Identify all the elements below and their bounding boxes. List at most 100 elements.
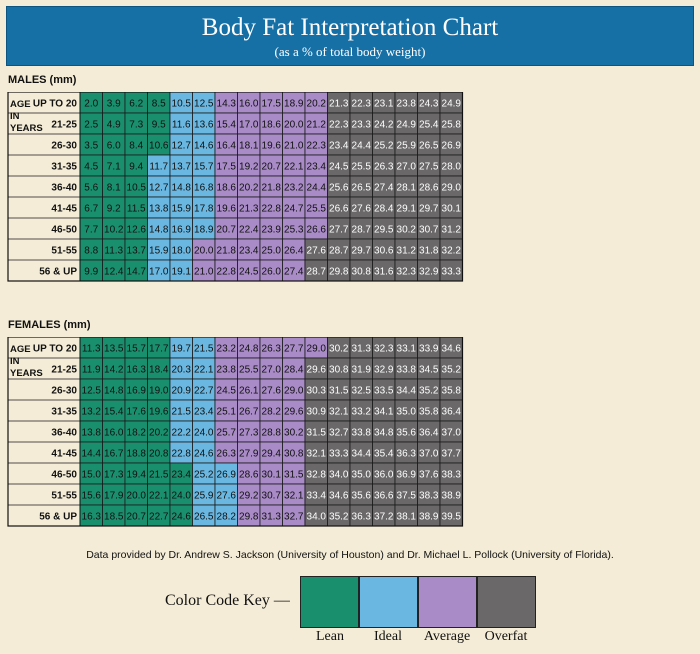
females-cell-value: 16.7: [104, 449, 124, 460]
males-border: [7, 92, 464, 282]
females-cell-value: 26.5: [194, 512, 214, 523]
females-border: [7, 337, 464, 527]
females-cell-value: 30.3: [307, 386, 327, 397]
males-cell-value: 19.2: [239, 162, 259, 173]
key-label-ideal: Ideal: [374, 629, 402, 644]
females-cell-value: 34.0: [307, 512, 327, 523]
females-cell-value: 27.6: [217, 491, 237, 502]
males-cell-value: 19.6: [217, 204, 237, 215]
females-cell-value: 38.9: [419, 512, 439, 523]
males-cell-value: 22.8: [262, 204, 282, 215]
females-age-header: YEARS: [10, 368, 43, 379]
females-cell-value: 29.8: [239, 512, 259, 523]
males-cell-value: 28.1: [397, 183, 417, 194]
females-row-label: 26-30: [51, 386, 77, 397]
females-cell-value: 36.3: [352, 512, 372, 523]
females-cell-value: 19.0: [149, 386, 169, 397]
males-cell-value: 16.8: [194, 183, 214, 194]
females-cell-value: 31.3: [262, 512, 282, 523]
males-cell-value: 22.8: [217, 267, 237, 278]
females-cell-value: 30.8: [284, 449, 304, 460]
females-cell-value: 31.5: [329, 386, 349, 397]
females-cell-value: 11.9: [82, 365, 101, 376]
males-cell-value: 28.7: [307, 267, 327, 278]
males-cell-value: 12.6: [127, 225, 147, 236]
females-cell-value: 21.5: [172, 407, 192, 418]
males-cell-value: 12.7: [149, 183, 169, 194]
males-cell-value: 30.6: [374, 246, 394, 257]
males-cell-value: 29.7: [352, 246, 372, 257]
males-cell-value: 23.4: [239, 246, 259, 257]
males-cell-value: 22.1: [284, 162, 304, 173]
females-cell-value: 24.6: [172, 512, 192, 523]
females-cell-value: 35.0: [352, 470, 372, 481]
females-cell-value: 36.4: [419, 428, 439, 439]
males-cell-value: 26.9: [442, 141, 462, 152]
males-cell-value: 22.3: [352, 99, 372, 110]
males-cell-value: 21.8: [217, 246, 237, 257]
males-cell-value: 17.5: [217, 162, 237, 173]
females-cell-value: 22.7: [149, 512, 169, 523]
males-cell-value: 24.4: [307, 183, 327, 194]
females-cell-value: 29.0: [284, 386, 304, 397]
females-cell-value: 17.6: [127, 407, 147, 418]
males-cell-value: 10.2: [104, 225, 124, 236]
color-key-title: Color Code Key —: [165, 592, 290, 609]
males-cell-value: 2.5: [84, 120, 98, 131]
females-cell-value: 35.8: [419, 407, 439, 418]
chart-subtitle: (as a % of total body weight): [274, 44, 426, 59]
males-cell-value: 23.9: [262, 225, 282, 236]
males-cell-value: 18.9: [284, 99, 304, 110]
key-label-average: Average: [423, 629, 471, 644]
males-cell-value: 14.8: [172, 183, 192, 194]
females-cell-value: 18.5: [104, 512, 124, 523]
females-cell-value: 37.6: [419, 470, 439, 481]
females-cell-value: 38.3: [442, 470, 462, 481]
males-cell-value: 4.9: [107, 120, 121, 131]
males-cell-value: 11.3: [104, 246, 123, 257]
males-cell-value: 7.7: [84, 225, 98, 236]
males-cell-value: 10.5: [127, 183, 147, 194]
males-cell-value: 27.4: [284, 267, 304, 278]
females-cell-value: 26.9: [217, 470, 237, 481]
males-cell-value: 22.4: [239, 225, 259, 236]
males-cell-value: 12.7: [172, 141, 192, 152]
females-cell-value: 24.0: [172, 491, 192, 502]
females-row-label: UP TO 20: [33, 344, 78, 355]
males-cell-value: 18.6: [217, 183, 237, 194]
females-cell-value: 29.2: [239, 491, 259, 502]
females-cell-value: 28.2: [217, 512, 237, 523]
males-cell-value: 29.7: [419, 204, 439, 215]
males-cell-value: 22.3: [329, 120, 349, 131]
females-cell-value: 36.3: [397, 449, 417, 460]
males-cell-value: 17.0: [149, 267, 169, 278]
males-cell-value: 23.3: [352, 120, 372, 131]
females-cell-value: 34.1: [374, 407, 394, 418]
key-label-lean: Lean: [316, 629, 344, 644]
males-cell-value: 19.6: [262, 141, 282, 152]
males-cell-value: 23.4: [329, 141, 349, 152]
males-cell-value: 23.1: [374, 99, 394, 110]
females-cell-value: 32.3: [374, 344, 394, 355]
males-cell-value: 26.4: [284, 246, 304, 257]
females-cell-value: 20.3: [172, 365, 192, 376]
males-cell-value: 16.9: [172, 225, 192, 236]
females-cell-value: 32.8: [307, 470, 327, 481]
males-row-label: 36-40: [51, 183, 77, 194]
males-cell-value: 9.9: [84, 267, 98, 278]
females-cell-value: 35.4: [374, 449, 394, 460]
females-row-label: 51-55: [51, 491, 77, 502]
females-cell-value: 18.8: [127, 449, 147, 460]
females-cell-value: 29.6: [307, 365, 327, 376]
males-cell-value: 18.0: [172, 246, 192, 257]
males-cell-value: 12.4: [104, 267, 124, 278]
females-age-header: IN: [10, 356, 20, 367]
males-cell-value: 25.6: [329, 183, 349, 194]
females-cell-value: 18.4: [149, 365, 169, 376]
males-row-label: UP TO 20: [33, 99, 78, 110]
females-cell-value: 15.7: [127, 344, 147, 355]
females-cell-value: 13.2: [82, 407, 102, 418]
females-row-label: 36-40: [51, 428, 77, 439]
males-cell-value: 33.3: [442, 267, 462, 278]
males-cell-value: 20.7: [262, 162, 282, 173]
